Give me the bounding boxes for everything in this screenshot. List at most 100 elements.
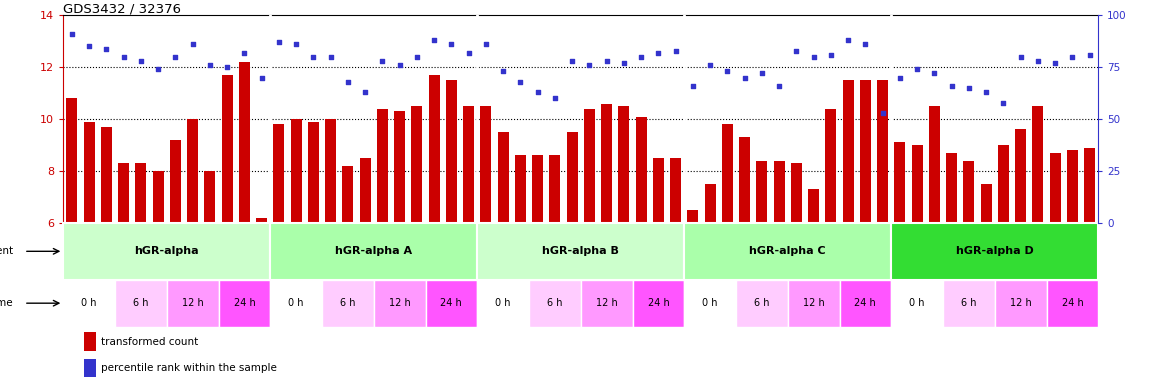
Bar [218,280,270,327]
Point [150,66,168,72]
Bar [256,218,267,223]
Text: 24 h: 24 h [233,298,255,308]
Point [115,54,132,60]
Bar [632,280,684,327]
Bar [274,124,284,223]
Point [614,60,632,66]
Bar [601,104,612,223]
Bar [946,153,957,223]
Point [1012,54,1030,60]
Point [218,64,237,70]
Point [477,41,496,48]
Bar [67,98,77,223]
Text: 24 h: 24 h [1061,298,1083,308]
Text: 12 h: 12 h [803,298,825,308]
Bar [170,140,181,223]
Point [752,70,770,76]
Text: 6 h: 6 h [133,298,148,308]
Bar [84,122,94,223]
Bar [446,80,457,223]
Text: hGR-alpha C: hGR-alpha C [750,246,826,256]
Point [649,50,667,56]
Bar [619,106,629,223]
Bar [736,280,788,327]
Bar [63,280,115,327]
Bar [1084,147,1095,223]
Bar [136,163,146,223]
Bar [688,210,698,223]
Bar [463,106,474,223]
Bar [670,158,681,223]
Text: 6 h: 6 h [547,298,562,308]
Text: hGR-alpha D: hGR-alpha D [956,246,1034,256]
Text: percentile rank within the sample: percentile rank within the sample [100,363,276,373]
Bar [412,106,422,223]
Text: 0 h: 0 h [910,298,925,308]
Point [235,50,253,56]
Bar [739,137,750,223]
Text: 12 h: 12 h [596,298,618,308]
Point [494,68,513,74]
Text: hGR-alpha A: hGR-alpha A [335,246,413,256]
Text: 24 h: 24 h [854,298,876,308]
Point [978,89,996,95]
Bar [584,109,595,223]
Point [736,74,754,81]
Point [407,54,426,60]
Bar [891,223,1098,280]
Bar [153,171,163,223]
Text: agent: agent [0,246,14,256]
Bar [912,145,922,223]
Bar [843,80,853,223]
Bar [118,163,129,223]
Bar [877,80,888,223]
Point [667,48,685,54]
Point [131,58,150,64]
Bar [653,158,664,223]
Bar [808,189,819,223]
Bar [1046,280,1098,327]
Point [184,41,202,48]
Bar [222,75,232,223]
Text: 12 h: 12 h [182,298,204,308]
Bar [308,122,319,223]
Bar [788,280,840,327]
Bar [581,280,632,327]
Text: 6 h: 6 h [961,298,976,308]
Bar [840,280,891,327]
Point [356,89,375,95]
Point [925,70,943,76]
Bar [187,119,198,223]
Bar [529,280,581,327]
Text: GDS3432 / 32376: GDS3432 / 32376 [63,2,182,15]
Bar [1015,129,1026,223]
Bar [774,161,784,223]
Bar [567,132,577,223]
Point [269,39,288,45]
Bar [515,156,526,223]
Point [166,54,184,60]
Text: 24 h: 24 h [647,298,669,308]
Point [338,79,356,85]
Point [511,79,529,85]
Point [200,62,218,68]
Text: 6 h: 6 h [340,298,355,308]
Bar [791,163,802,223]
Point [97,45,115,51]
Bar [895,142,905,223]
Point [304,54,322,60]
Bar [205,171,215,223]
Point [529,89,547,95]
Bar [360,158,370,223]
Point [874,110,892,116]
Point [564,58,581,64]
Bar [532,156,543,223]
Bar [498,132,508,223]
Bar [550,156,560,223]
Bar [325,119,336,223]
Point [943,83,961,89]
Text: hGR-alpha: hGR-alpha [135,246,199,256]
Point [460,50,478,56]
Point [1029,58,1048,64]
Bar [377,109,388,223]
